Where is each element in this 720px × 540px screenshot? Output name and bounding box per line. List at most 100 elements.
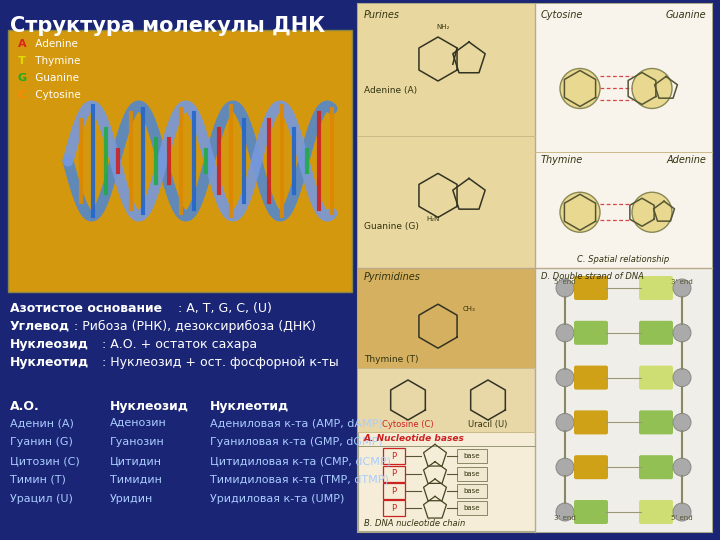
Bar: [383, 483, 405, 499]
Bar: [358, 4, 712, 532]
Text: Adenine (A): Adenine (A): [364, 86, 417, 95]
FancyBboxPatch shape: [639, 321, 673, 345]
Text: Adenine: Adenine: [32, 39, 78, 49]
Text: Guanine: Guanine: [32, 73, 79, 83]
Text: Thymine (T): Thymine (T): [364, 355, 418, 364]
Text: Структура молекулы ДНК: Структура молекулы ДНК: [10, 16, 325, 36]
Text: Уридин: Уридин: [110, 494, 153, 504]
Bar: [457, 467, 487, 481]
Text: D. Double strand of DNA: D. Double strand of DNA: [541, 272, 644, 281]
Text: Тимидин: Тимидин: [110, 475, 162, 485]
Text: Uracil (U): Uracil (U): [468, 420, 508, 429]
Text: P: P: [392, 452, 397, 461]
Circle shape: [556, 369, 574, 387]
Text: Цитидин: Цитидин: [110, 456, 162, 466]
Text: T: T: [18, 56, 26, 66]
Text: 3' end: 3' end: [671, 279, 693, 285]
Text: C. Spatial relationship: C. Spatial relationship: [577, 255, 670, 264]
Circle shape: [556, 279, 574, 297]
Bar: [457, 449, 487, 463]
Text: Purines: Purines: [364, 10, 400, 20]
Text: Cytosine: Cytosine: [32, 90, 81, 100]
Text: : Нуклеозид + ост. фосфорной к-ты: : Нуклеозид + ост. фосфорной к-ты: [102, 356, 338, 369]
FancyBboxPatch shape: [574, 276, 608, 300]
Bar: [457, 501, 487, 515]
Text: CH₃: CH₃: [463, 306, 476, 312]
Circle shape: [673, 369, 691, 387]
Text: Thymine: Thymine: [541, 155, 583, 165]
Text: P: P: [392, 469, 397, 478]
FancyBboxPatch shape: [639, 410, 673, 434]
Text: H₂N: H₂N: [426, 217, 440, 222]
Text: Гуаниловая к-та (GMP, dGMP): Гуаниловая к-та (GMP, dGMP): [210, 437, 383, 447]
Circle shape: [556, 458, 574, 476]
Text: base: base: [464, 454, 480, 460]
Circle shape: [560, 192, 600, 232]
Text: Цитозин (С): Цитозин (С): [10, 456, 80, 466]
FancyBboxPatch shape: [574, 366, 608, 389]
Text: Cytosine (C): Cytosine (C): [382, 420, 434, 429]
Circle shape: [673, 279, 691, 297]
Bar: [457, 484, 487, 498]
Text: Guanine (G): Guanine (G): [364, 222, 419, 232]
Text: Pyrimidines: Pyrimidines: [364, 272, 421, 282]
FancyBboxPatch shape: [639, 500, 673, 524]
Text: G: G: [18, 73, 27, 83]
Text: Guanine: Guanine: [665, 10, 706, 20]
Text: Углевод: Углевод: [10, 320, 70, 333]
FancyBboxPatch shape: [639, 276, 673, 300]
Text: Аденин (А): Аденин (А): [10, 418, 74, 428]
Text: Нуклеозид: Нуклеозид: [10, 338, 89, 351]
Circle shape: [673, 458, 691, 476]
Text: : A, T, G, C, (U): : A, T, G, C, (U): [178, 302, 272, 315]
Text: Уридиловая к-та (UMP): Уридиловая к-та (UMP): [210, 494, 344, 504]
Circle shape: [556, 324, 574, 342]
Bar: [358, 4, 535, 268]
Bar: [358, 268, 535, 368]
Text: Аденозин: Аденозин: [110, 418, 167, 428]
FancyBboxPatch shape: [574, 321, 608, 345]
Text: Нуклеозид: Нуклеозид: [110, 400, 189, 413]
Text: : Рибоза (РНК), дезоксирибоза (ДНК): : Рибоза (РНК), дезоксирибоза (ДНК): [74, 320, 316, 333]
Text: Тимидиловая к-та (TMP, dTMP): Тимидиловая к-та (TMP, dTMP): [210, 475, 389, 485]
Text: Урацил (U): Урацил (U): [10, 494, 73, 504]
Circle shape: [560, 69, 600, 109]
Text: base: base: [464, 505, 480, 511]
Text: Нуклеотид: Нуклеотид: [210, 400, 289, 413]
Circle shape: [556, 414, 574, 431]
Circle shape: [556, 503, 574, 521]
Text: Нуклеотид: Нуклеотид: [10, 356, 89, 369]
FancyBboxPatch shape: [574, 410, 608, 434]
Text: Adenine: Adenine: [666, 155, 706, 165]
Circle shape: [632, 69, 672, 109]
Bar: [358, 368, 535, 431]
Bar: [383, 501, 405, 516]
FancyBboxPatch shape: [639, 455, 673, 479]
Text: Азотистое основание: Азотистое основание: [10, 302, 162, 315]
Bar: [8, 30, 352, 292]
FancyBboxPatch shape: [574, 500, 608, 524]
Text: Цитидиловая к-та (CMP, dCMP): Цитидиловая к-та (CMP, dCMP): [210, 456, 391, 466]
Text: 3' end: 3' end: [554, 515, 576, 521]
Text: 5' end: 5' end: [671, 515, 693, 521]
Circle shape: [673, 324, 691, 342]
Text: Гуанин (G): Гуанин (G): [10, 437, 73, 447]
Text: base: base: [464, 471, 480, 477]
FancyBboxPatch shape: [639, 366, 673, 389]
FancyBboxPatch shape: [574, 455, 608, 479]
Text: : А.О. + остаток сахара: : А.О. + остаток сахара: [102, 338, 257, 351]
Circle shape: [673, 503, 691, 521]
Text: Thymine: Thymine: [32, 56, 81, 66]
Circle shape: [632, 192, 672, 232]
Text: P: P: [392, 504, 397, 513]
Text: P: P: [392, 487, 397, 496]
Text: A: A: [18, 39, 27, 49]
Bar: [383, 448, 405, 464]
Bar: [535, 268, 712, 532]
Bar: [535, 4, 712, 268]
Text: base: base: [464, 488, 480, 494]
Text: NH₂: NH₂: [436, 24, 450, 30]
Text: Адениловая к-та (AMP, dAMP): Адениловая к-та (AMP, dAMP): [210, 418, 383, 428]
Circle shape: [673, 414, 691, 431]
Text: A. Nucleotide bases: A. Nucleotide bases: [364, 434, 465, 443]
